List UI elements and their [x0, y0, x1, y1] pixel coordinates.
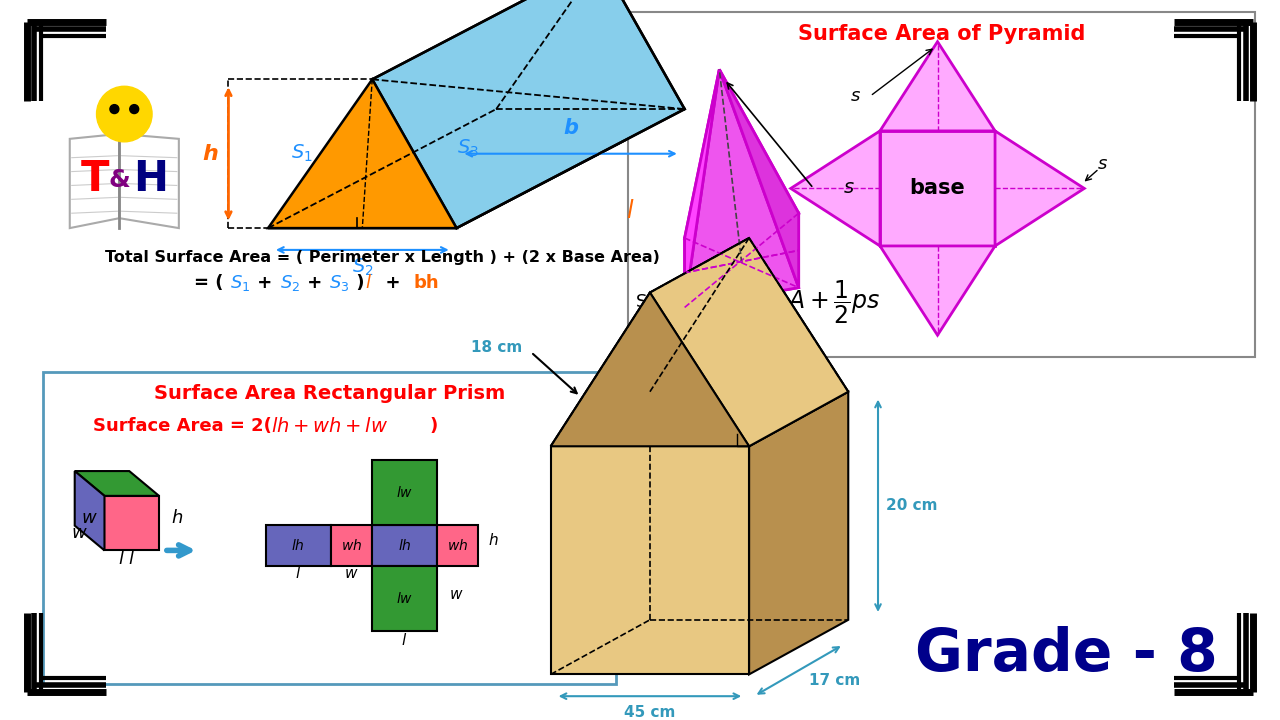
Text: $S_1$: $S_1$ [230, 273, 251, 292]
Text: +: + [251, 274, 279, 292]
Text: Surface Area =: Surface Area = [636, 294, 778, 312]
Text: ): ) [430, 418, 438, 436]
Text: $l$: $l$ [626, 199, 635, 223]
Text: +: + [301, 274, 328, 292]
Polygon shape [372, 525, 436, 566]
Text: $S_3$: $S_3$ [457, 138, 480, 159]
Polygon shape [550, 392, 849, 446]
Text: bh: bh [413, 274, 439, 292]
Text: Surface Area of Pyramid: Surface Area of Pyramid [797, 24, 1085, 44]
Text: $l$: $l$ [365, 274, 372, 292]
Text: $A + \dfrac{1}{2}ps$: $A + \dfrac{1}{2}ps$ [787, 279, 879, 326]
Text: &: & [109, 168, 131, 192]
Text: $S_2$: $S_2$ [279, 273, 300, 292]
Polygon shape [372, 566, 436, 631]
Polygon shape [685, 213, 799, 307]
Polygon shape [266, 525, 330, 566]
Polygon shape [268, 109, 685, 228]
Polygon shape [372, 0, 685, 228]
Polygon shape [685, 69, 719, 307]
Text: base: base [910, 179, 965, 199]
Polygon shape [550, 446, 749, 675]
Text: $h$: $h$ [488, 533, 499, 549]
Text: T: T [81, 158, 109, 199]
Text: = (: = ( [193, 274, 229, 292]
Text: $wh$: $wh$ [447, 538, 468, 553]
Text: b: b [563, 118, 579, 138]
Text: s: s [844, 179, 854, 197]
Polygon shape [995, 131, 1084, 246]
Text: $w$: $w$ [72, 524, 88, 542]
FancyBboxPatch shape [628, 12, 1254, 357]
Text: 18 cm: 18 cm [471, 340, 522, 355]
Polygon shape [749, 392, 849, 675]
Polygon shape [550, 238, 749, 446]
Polygon shape [268, 79, 457, 228]
Text: $s$ = slant height: $s$ = slant height [636, 377, 769, 399]
Text: $lw$: $lw$ [396, 591, 413, 606]
FancyBboxPatch shape [44, 372, 616, 684]
Circle shape [96, 86, 152, 142]
Text: ): ) [349, 274, 365, 292]
Polygon shape [74, 471, 159, 496]
Text: $S_1$: $S_1$ [292, 143, 314, 164]
Circle shape [110, 104, 119, 114]
Text: $h$: $h$ [172, 509, 183, 527]
Text: $l$: $l$ [402, 631, 407, 647]
Polygon shape [650, 238, 849, 446]
Text: Surface Area = 2(: Surface Area = 2( [92, 418, 271, 436]
Polygon shape [879, 131, 995, 246]
Polygon shape [69, 134, 119, 228]
Text: +: + [374, 274, 413, 292]
Polygon shape [119, 134, 179, 228]
Text: $l$: $l$ [296, 565, 301, 581]
Polygon shape [105, 496, 159, 550]
Text: $lh + wh + lw$: $lh + wh + lw$ [271, 417, 388, 436]
Polygon shape [330, 525, 372, 566]
Circle shape [129, 104, 138, 114]
Text: Surface Area Rectangular Prism: Surface Area Rectangular Prism [154, 384, 506, 403]
Text: $w$: $w$ [448, 587, 463, 601]
Text: H: H [133, 158, 169, 199]
Text: 20 cm: 20 cm [886, 498, 937, 513]
Polygon shape [879, 42, 995, 131]
Polygon shape [719, 69, 799, 287]
Text: $wh$: $wh$ [340, 538, 362, 553]
Text: 45 cm: 45 cm [625, 705, 676, 719]
Polygon shape [74, 471, 105, 550]
Polygon shape [650, 238, 849, 392]
Text: $S_3$: $S_3$ [329, 273, 349, 292]
Text: $l$: $l$ [118, 550, 125, 568]
Text: $lh$: $lh$ [398, 538, 411, 553]
Polygon shape [436, 525, 479, 566]
Text: 17 cm: 17 cm [809, 673, 860, 688]
Polygon shape [685, 69, 799, 238]
Text: $lh$: $lh$ [292, 538, 305, 553]
Polygon shape [879, 246, 995, 336]
Polygon shape [372, 460, 436, 525]
Text: h: h [202, 144, 219, 163]
Text: Total Surface Area = ( Perimeter x Length ) + (2 x Base Area): Total Surface Area = ( Perimeter x Lengt… [105, 251, 659, 266]
Text: s: s [1097, 155, 1107, 173]
Text: $l$: $l$ [128, 550, 136, 568]
Polygon shape [791, 131, 879, 246]
Text: $p$ = perimeter of base: $p$ = perimeter of base [636, 353, 820, 375]
Polygon shape [685, 69, 799, 307]
Text: $S_2$: $S_2$ [352, 257, 374, 279]
Text: Grade - 8: Grade - 8 [915, 626, 1217, 683]
Text: $w$: $w$ [344, 566, 358, 581]
Text: $lw$: $lw$ [396, 485, 413, 500]
Text: s: s [850, 87, 860, 105]
Text: $w$: $w$ [81, 509, 99, 527]
Text: $A$ = Area of base: $A$ = Area of base [636, 331, 778, 349]
Polygon shape [550, 292, 749, 446]
